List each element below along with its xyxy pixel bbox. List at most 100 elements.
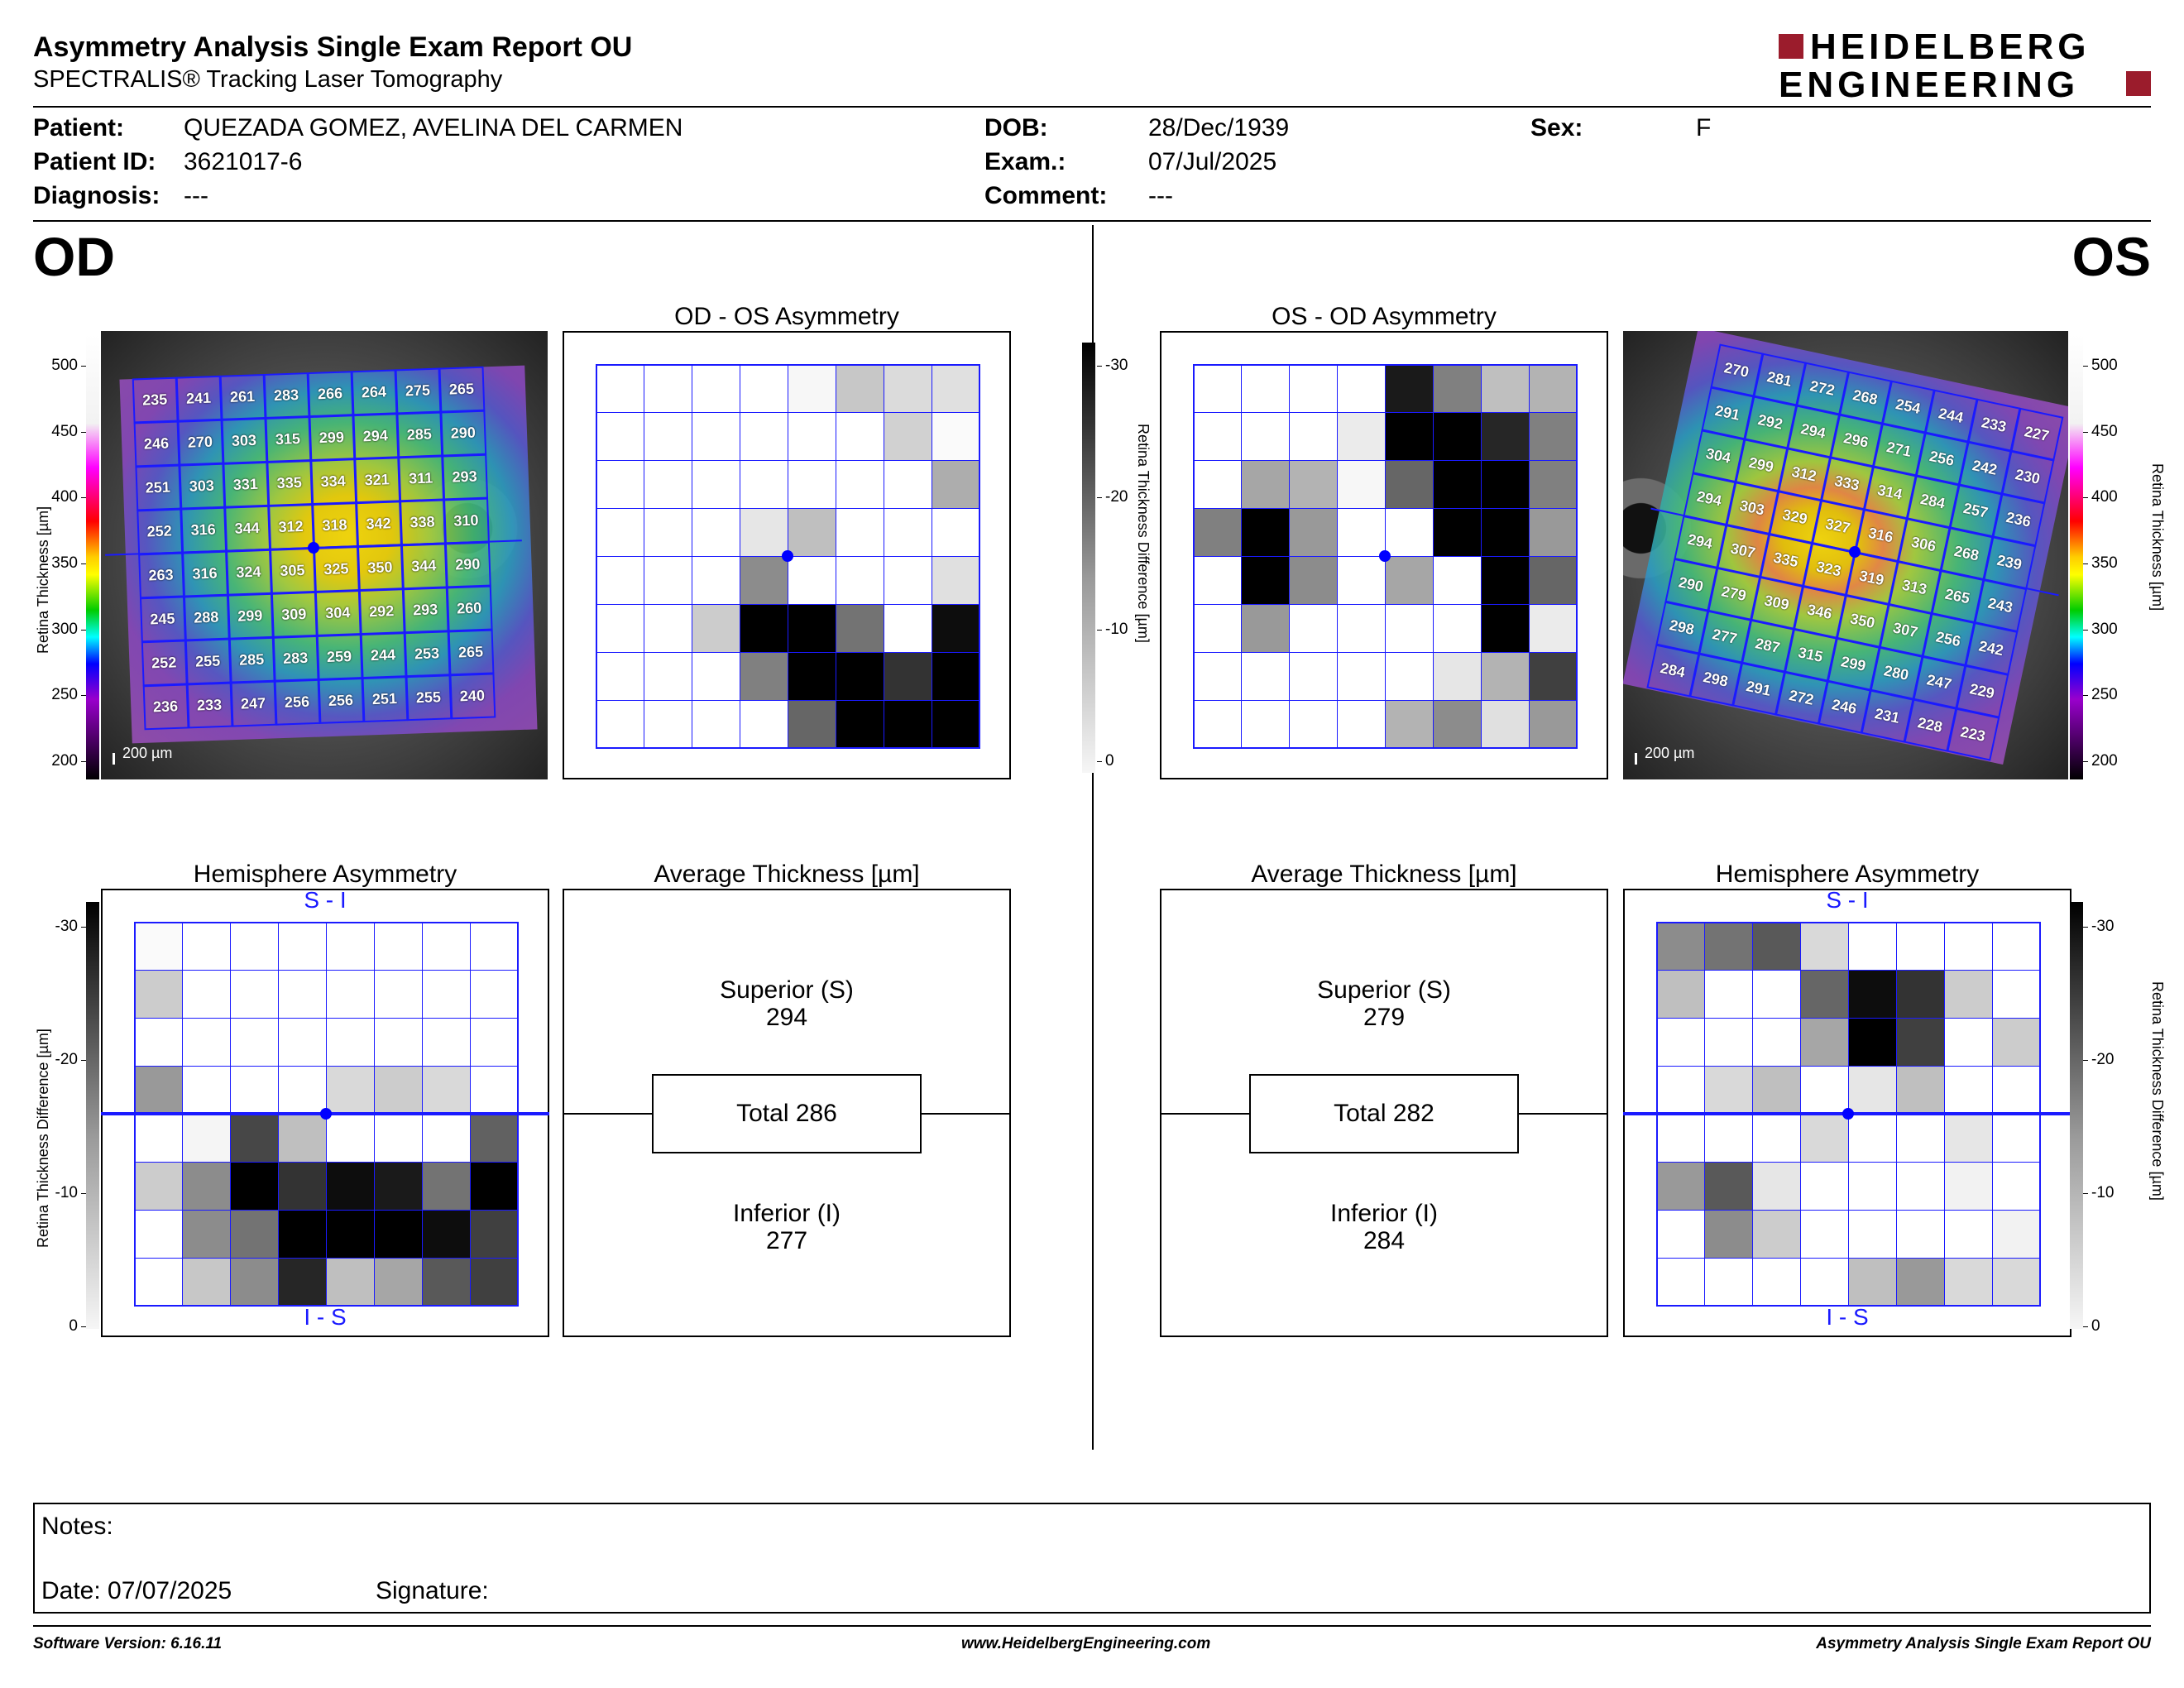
od-label: OD	[33, 226, 115, 287]
os-asym-fovea-dot	[1379, 550, 1391, 562]
dob-label: DOB:	[984, 114, 1048, 141]
exam-value: 07/Jul/2025	[1148, 148, 1277, 175]
os-asym-cell	[1481, 412, 1530, 461]
od-asym-cell	[692, 652, 740, 701]
os-asym-cell	[1433, 700, 1482, 749]
os-asym-cell	[1433, 460, 1482, 509]
os-thickness-tick-mark	[2083, 629, 2088, 631]
od-thickness-colorbar	[86, 334, 99, 779]
od-map-value: 312	[278, 517, 304, 535]
od-hemi-cell	[326, 1114, 375, 1163]
od-hemi-axis-tick: -30	[55, 918, 78, 935]
od-asym-cell	[788, 652, 836, 701]
od-asym-cell	[644, 652, 692, 701]
os-inferior-value: 284	[1363, 1227, 1406, 1254]
logo-line2: ENGINEERING	[1779, 65, 2080, 105]
od-map-value: 252	[146, 521, 173, 540]
od-map-value: 253	[414, 644, 440, 662]
os-asym-cell	[1193, 604, 1242, 653]
notes-box[interactable]: Notes: Date: 07/07/2025 Signature:	[33, 1503, 2151, 1614]
od-map-value: 251	[145, 478, 171, 496]
od-asym-cell	[932, 700, 980, 749]
center-diff-tick-mark	[1097, 497, 1102, 499]
os-scale-bar-label: 200 µm	[1645, 745, 1695, 761]
od-hemisphere-title: Hemisphere Asymmetry	[193, 861, 457, 888]
os-hemisphere-title: Hemisphere Asymmetry	[1715, 861, 1980, 888]
od-map-value: 259	[326, 647, 352, 665]
od-map-value: 235	[141, 391, 168, 409]
os-hemi-axis-tick-mark	[2083, 1193, 2088, 1194]
od-hemi-cell	[278, 1018, 327, 1067]
os-thickness-tick: 250	[2091, 686, 2118, 704]
os-od-asymmetry-title: OS - OD Asymmetry	[1272, 303, 1497, 330]
od-asym-cell	[932, 556, 980, 605]
od-asym-cell	[788, 700, 836, 749]
od-map-value: 256	[328, 691, 354, 709]
od-map-value: 310	[453, 511, 479, 530]
os-hemi-cell	[1848, 1258, 1897, 1307]
os-hemi-cell	[1752, 1258, 1801, 1307]
os-hemi-cell	[1704, 970, 1753, 1019]
software-version: Software Version: 6.16.11	[33, 1635, 223, 1652]
od-hemi-cell	[422, 1066, 471, 1115]
od-map-value: 316	[192, 564, 218, 583]
od-asym-outline	[596, 364, 980, 749]
patient-id-value: 3621017-6	[184, 148, 303, 175]
website-link[interactable]: www.HeidelbergEngineering.com	[961, 1635, 1211, 1652]
od-map-value: 290	[454, 554, 481, 573]
od-map-value: 293	[452, 468, 477, 486]
od-map-value: 293	[412, 600, 438, 618]
od-average-title: Average Thickness [µm]	[654, 861, 920, 888]
od-map-value: 299	[237, 607, 263, 625]
os-total-value: Total 282	[1334, 1100, 1434, 1127]
od-inferior-label: Inferior (I)	[732, 1200, 841, 1227]
os-scale-bar	[1635, 753, 1637, 765]
od-map-value: 288	[193, 608, 219, 626]
comment-value: ---	[1148, 182, 1173, 209]
od-map-value: 251	[371, 689, 398, 707]
od-map-value: 265	[457, 642, 484, 660]
os-total-box: Total 282	[1249, 1074, 1519, 1153]
os-hemi-cell	[1800, 922, 1849, 971]
os-thickness-tick-mark	[2083, 695, 2088, 697]
od-asym-cell	[836, 412, 884, 461]
os-asym-cell	[1193, 652, 1242, 701]
od-hemi-cell	[470, 922, 519, 971]
os-asym-cell	[1193, 412, 1242, 461]
od-hemi-cell	[470, 1258, 519, 1307]
od-map-value: 264	[361, 382, 387, 400]
od-asym-cell	[932, 652, 980, 701]
od-map-value: 303	[189, 477, 215, 495]
od-hemi-cell	[374, 1018, 423, 1067]
od-map-value: 321	[364, 470, 390, 488]
os-hemi-axis-tick: -10	[2091, 1184, 2115, 1201]
os-hemi-cell	[1800, 1018, 1849, 1067]
center-diff-axis-label: Retina Thickness Difference [µm]	[1135, 424, 1152, 643]
diagnosis-value: ---	[184, 182, 208, 209]
os-asym-cell	[1481, 508, 1530, 557]
od-asym-cell	[692, 412, 740, 461]
od-hemi-cell	[134, 1114, 183, 1163]
od-asym-cell	[596, 604, 644, 653]
od-map-value: 263	[148, 565, 174, 583]
os-map-wrapper: 270 281 272 268 254 244 233 227 291 292 294 296 271 2…	[1646, 343, 2064, 761]
os-od-asymmetry-panel	[1160, 331, 1608, 779]
od-hemi-cell	[422, 1162, 471, 1211]
od-hemi-cell	[374, 1210, 423, 1259]
od-scale-bar	[113, 753, 115, 765]
os-hemi-cell	[1848, 1066, 1897, 1115]
os-hemi-axis-tick-mark	[2083, 927, 2088, 928]
od-thickness-tick: 350	[51, 554, 78, 572]
od-map-value: 338	[410, 512, 435, 530]
report-title: Asymmetry Analysis Single Exam Report OU	[33, 31, 633, 63]
report-subtitle: SPECTRALIS® Tracking Laser Tomography	[33, 66, 503, 93]
center-divider	[1092, 225, 1094, 1450]
os-thickness-tick: 500	[2091, 357, 2118, 374]
od-thickness-tick: 400	[51, 488, 78, 506]
os-hemi-cell	[1800, 1210, 1849, 1259]
os-hemi-cell	[1800, 1114, 1849, 1163]
os-average-title: Average Thickness [µm]	[1251, 861, 1517, 888]
os-hemi-cell	[1896, 1210, 1945, 1259]
os-hemi-cell	[1704, 1258, 1753, 1307]
od-asym-cell	[836, 604, 884, 653]
